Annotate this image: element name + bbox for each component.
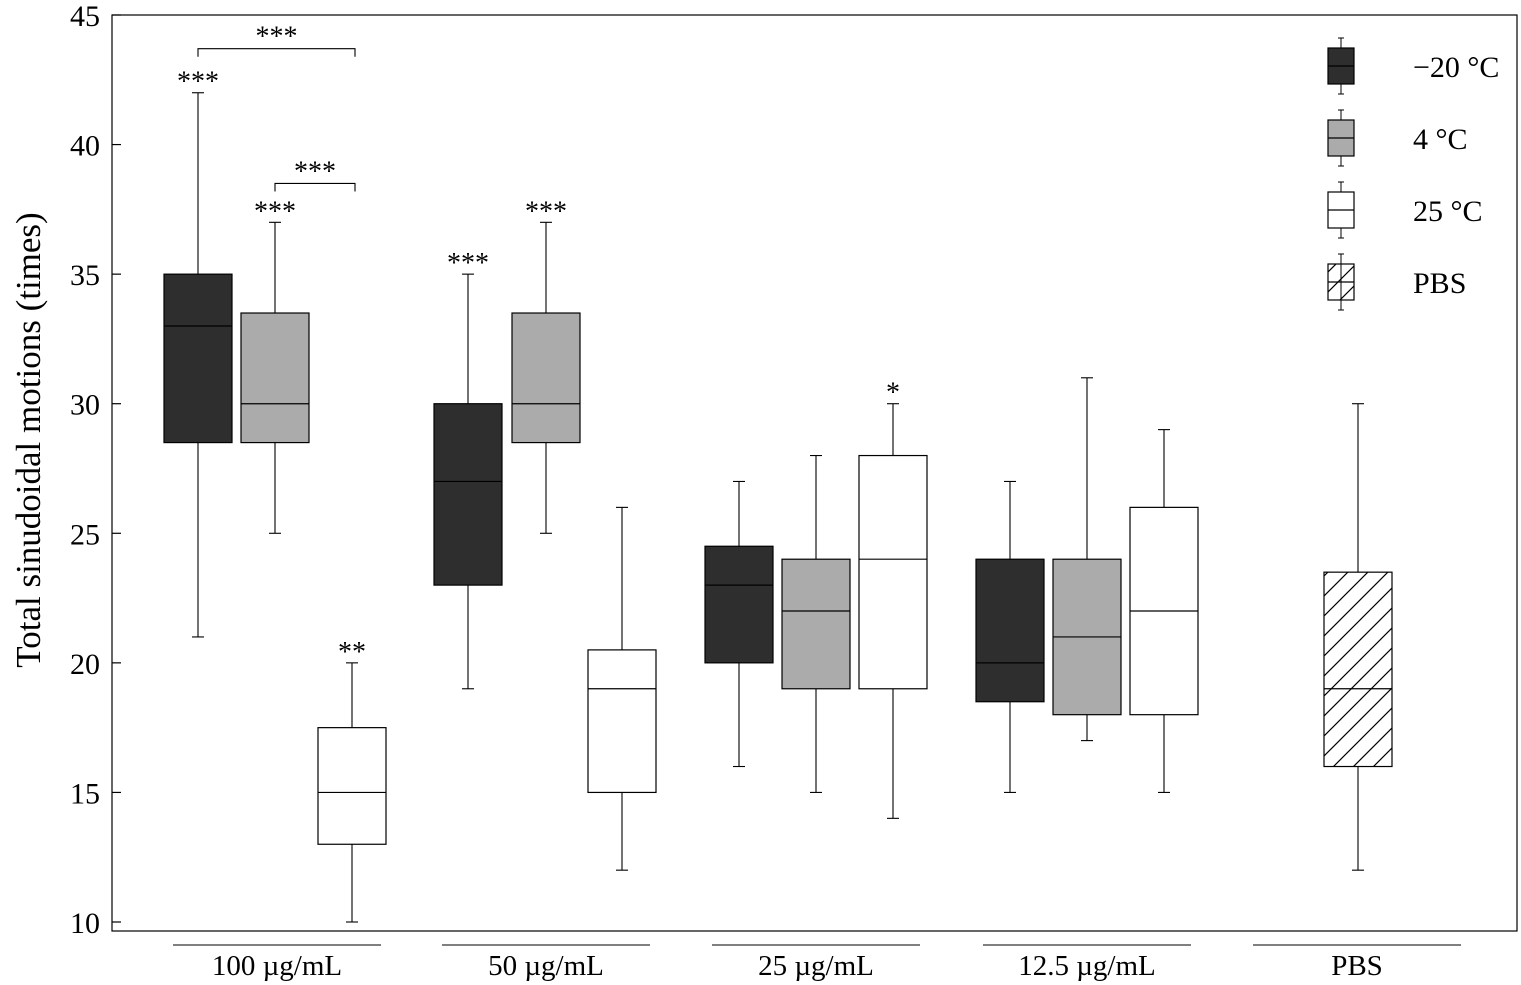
legend-label: PBS	[1413, 267, 1466, 300]
iqr-box	[511, 312, 581, 444]
box-2-1	[781, 454, 851, 793]
bracket: ***	[274, 156, 356, 192]
legend-item: 4 °C	[1327, 109, 1468, 167]
box-0-0: ***	[163, 67, 233, 638]
x-group-label: 50 µg/mL	[488, 950, 604, 982]
box-3-0	[975, 480, 1045, 793]
box-0-1: ***	[240, 196, 310, 534]
x-group: 25 µg/mL	[712, 944, 920, 982]
legend-label: 4 °C	[1413, 123, 1468, 156]
iqr-box	[240, 312, 310, 444]
bracket-label: ***	[294, 156, 336, 187]
y-tick-label: 25	[70, 518, 100, 551]
significance-label: *	[886, 378, 900, 409]
bracket-line	[274, 182, 356, 192]
box-layer: ***************	[163, 67, 1393, 923]
y-tick-label: 30	[70, 389, 100, 422]
bracket-label: ***	[256, 22, 298, 53]
box-1-2	[587, 506, 657, 871]
x-group: 50 µg/mL	[442, 944, 650, 982]
bracket-line	[197, 48, 356, 57]
box-1-1: ***	[511, 196, 581, 534]
iqr-box	[781, 558, 851, 690]
y-tick-label: 35	[70, 259, 100, 292]
y-tick-label: 40	[70, 130, 100, 163]
x-group: 100 µg/mL	[173, 944, 381, 982]
y-tick-label: 45	[70, 0, 100, 33]
x-group-label: 25 µg/mL	[758, 950, 874, 982]
box-3-1	[1052, 377, 1122, 742]
box-2-0	[704, 480, 774, 768]
x-group: PBS	[1253, 944, 1461, 982]
legend-label: 25 °C	[1413, 195, 1483, 228]
legend-item: 25 °C	[1327, 181, 1483, 239]
iqr-box	[317, 727, 387, 845]
iqr-box	[433, 403, 503, 586]
bracket: ***	[197, 22, 356, 57]
iqr-box	[163, 273, 233, 444]
y-tick-label: 20	[70, 648, 100, 681]
y-axis: 10 15 20 25 30 35 40 45	[70, 0, 121, 940]
significance-label: ***	[254, 196, 296, 227]
iqr-box	[704, 545, 774, 664]
y-tick-label: 10	[70, 907, 100, 940]
plot-frame	[111, 14, 1518, 932]
legend-item: PBS	[1327, 253, 1466, 311]
x-group: 12.5 µg/mL	[983, 944, 1191, 982]
box-4-0	[1323, 403, 1393, 871]
x-group-label: 12.5 µg/mL	[1018, 950, 1156, 982]
y-axis-label: Total sinudoidal motions (times)	[9, 212, 48, 667]
legend-label: −20 °C	[1413, 51, 1499, 84]
legend-item: −20 °C	[1327, 37, 1499, 95]
x-group-label: 100 µg/mL	[212, 950, 342, 982]
box-1-0: ***	[433, 248, 503, 690]
iqr-box	[587, 649, 657, 794]
box-0-2: **	[317, 637, 387, 923]
iqr-box	[1323, 571, 1393, 768]
significance-label: ***	[447, 248, 489, 279]
y-tick-label: 15	[70, 777, 100, 810]
iqr-box	[858, 454, 928, 690]
significance-label: ***	[525, 196, 567, 227]
box-2-2: *	[858, 378, 928, 819]
legend: −20 °C 4 °C 25 °C PBS	[1327, 37, 1499, 311]
x-group-label: PBS	[1331, 950, 1383, 982]
significance-brackets: *** ***	[197, 22, 356, 192]
box-3-2	[1129, 429, 1199, 793]
significance-label: ***	[177, 67, 219, 98]
significance-label: **	[338, 637, 366, 668]
x-axis-groups: 100 µg/mL 50 µg/mL 25 µg/mL 12.5 µg/mL PBS	[173, 944, 1461, 982]
iqr-box	[975, 558, 1045, 703]
